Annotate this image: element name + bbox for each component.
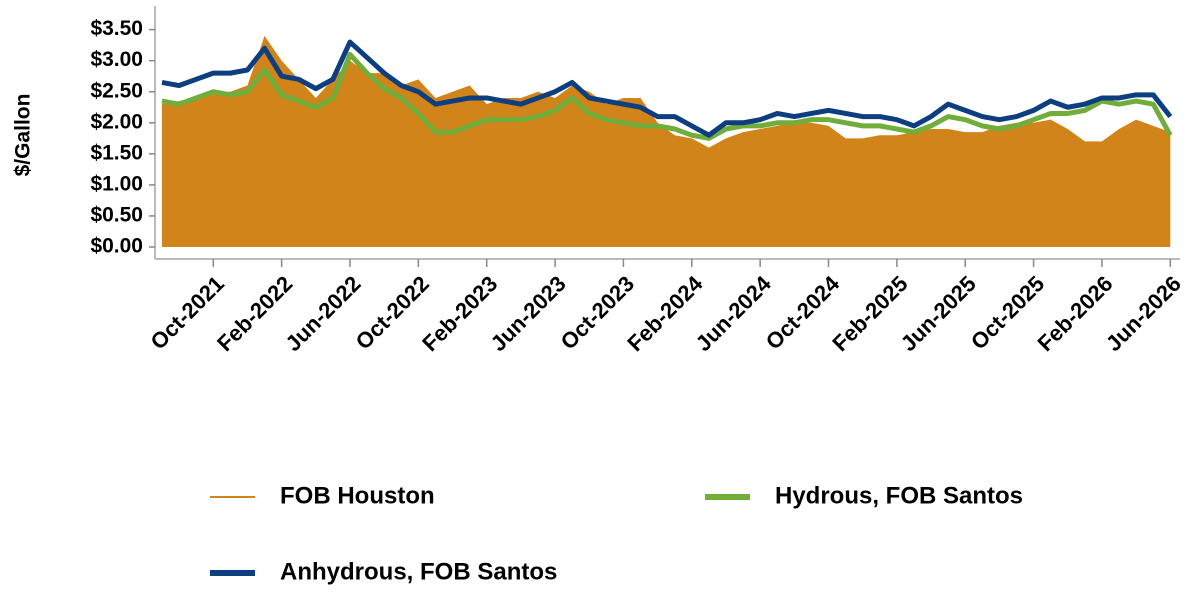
y-tick-label: $3.00: [90, 48, 143, 71]
line: [161, 39, 1173, 138]
y-tick-label: $2.00: [90, 110, 143, 133]
y-tick-label: $2.50: [90, 79, 143, 102]
legend-label: Hydrous, FOB Santos: [775, 482, 1023, 509]
x-tick-label: Jun-2026: [1101, 271, 1186, 356]
y-tick-label: $3.50: [90, 17, 143, 40]
x-tick-label: Jun-2022: [281, 271, 366, 356]
x-tick-label: Jun-2024: [691, 270, 777, 356]
line: [161, 51, 1173, 141]
y-axis-label: $/Gallon: [12, 94, 35, 177]
y-tick-label: $1.00: [90, 172, 143, 195]
y-tick-label: $1.50: [90, 141, 143, 164]
y-tick-label: $0.50: [90, 203, 143, 226]
legend-label: FOB Houston: [280, 482, 435, 509]
x-tick-label: Jun-2023: [486, 271, 571, 356]
x-tick-label: Jun-2025: [896, 271, 981, 356]
y-tick-label: $0.00: [90, 235, 143, 258]
legend-label: Anhydrous, FOB Santos: [280, 558, 557, 585]
area: [162, 35, 1171, 248]
